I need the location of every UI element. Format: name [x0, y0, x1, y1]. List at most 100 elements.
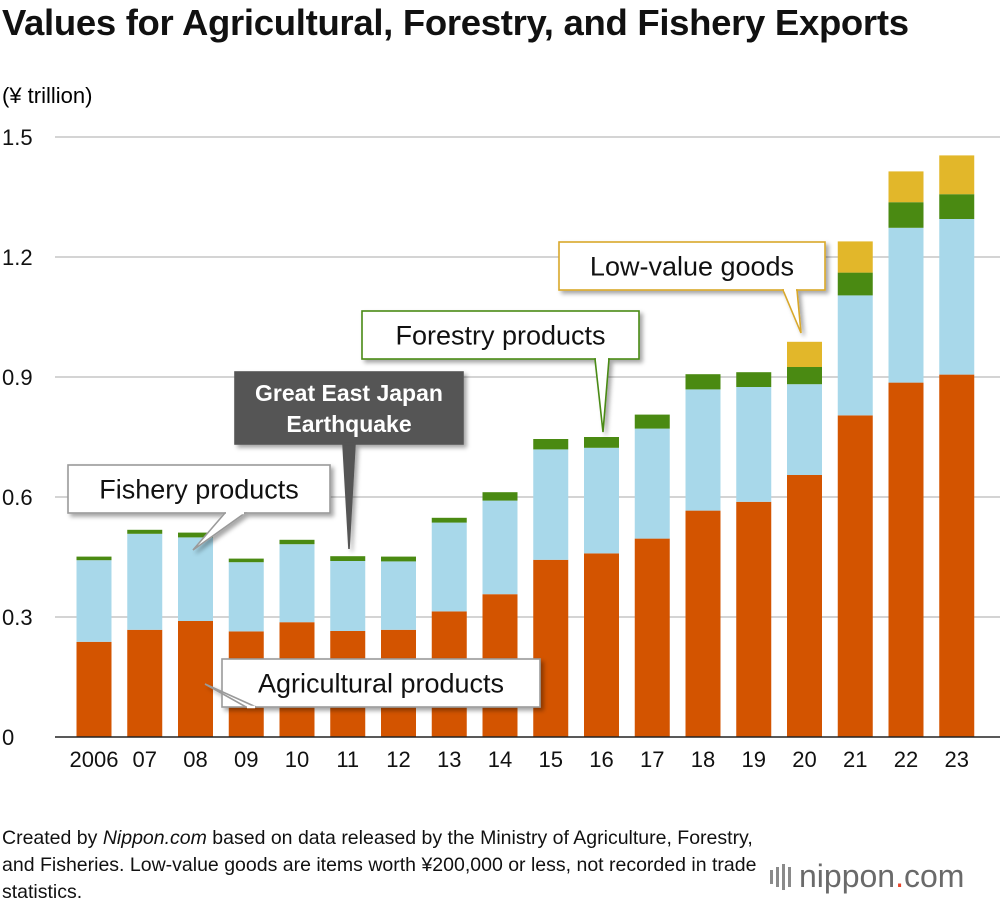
y-tick-label: 0.3	[2, 605, 33, 630]
annotation-lowvalue: Low-value goods	[558, 241, 826, 334]
chart-canvas: (¥ trillion) 0 0.3 0.6 0.9 1.2 1.5 2006 07 08 09…	[2, 83, 1000, 772]
x-tick-label: 13	[437, 747, 461, 772]
bar-agricultural-products-16	[584, 553, 619, 737]
annotation-text: Forestry products	[395, 321, 605, 351]
x-tick-labels: 2006 07 08 09 10 11 12 13 14 15 16 17 18 19 20 21 22 23	[70, 747, 969, 772]
x-tick-label: 14	[488, 747, 512, 772]
bar-fishery-products-11	[330, 561, 366, 631]
bar-forestry-products-14	[482, 492, 518, 501]
annotation-text: Earthquake	[286, 411, 411, 437]
bar-forestry-products-13	[431, 517, 467, 523]
y-tick-label: 1.2	[2, 245, 33, 270]
annotations: Agricultural products Fishery products For…	[67, 241, 826, 709]
annotation-pointer	[781, 289, 802, 334]
bar-agricultural-products-2006	[76, 641, 112, 737]
bar-agricultural-products-23	[939, 374, 975, 737]
bar-low-value-goods-20	[787, 341, 822, 367]
bar-agricultural-products-22	[888, 382, 924, 737]
bar-forestry-products-18	[685, 374, 721, 390]
bar-forestry-products-10	[279, 539, 315, 545]
bar-fishery-products-2006	[76, 560, 112, 642]
x-tick-label: 18	[691, 747, 715, 772]
y-tick-labels: 0 0.3 0.6 0.9 1.2 1.5	[2, 125, 33, 750]
bar-forestry-products-20	[787, 367, 822, 385]
bar-forestry-products-12	[381, 556, 416, 562]
bar-forestry-products-08	[178, 532, 213, 538]
bar-fishery-products-12	[381, 561, 416, 630]
bar-low-value-goods-21	[837, 241, 873, 273]
bar-forestry-products-22	[888, 202, 924, 228]
annotation-forest: Forestry products	[361, 310, 640, 433]
bar-forestry-products-16	[584, 437, 619, 448]
bar-fishery-products-19	[736, 387, 772, 502]
y-tick-label: 0.6	[2, 485, 33, 510]
bar-forestry-products-07	[127, 529, 163, 534]
nippon-logo: nippon. com	[770, 858, 964, 895]
bar-low-value-goods-23	[939, 155, 975, 195]
annotation-fish: Fishery products	[67, 464, 331, 551]
annotation-box	[558, 241, 826, 291]
y-tick-label: 1.5	[2, 125, 33, 150]
logo-dot: .	[895, 858, 904, 894]
bar-forestry-products-19	[736, 372, 772, 387]
bar-fishery-products-08	[178, 537, 213, 621]
bar-fishery-products-23	[939, 219, 975, 375]
bar-forestry-products-11	[330, 556, 366, 561]
x-tick-label: 15	[539, 747, 563, 772]
bar-agricultural-products-18	[685, 510, 721, 737]
bar-agricultural-products-17	[634, 538, 670, 737]
footer-note: Created by Nippon.com based on data rele…	[2, 825, 762, 906]
bar-agricultural-products-15	[533, 559, 569, 737]
bar-fishery-products-15	[533, 449, 569, 560]
logo-bars-icon	[770, 863, 791, 890]
x-tick-label: 12	[386, 747, 410, 772]
x-tick-label: 07	[133, 747, 157, 772]
x-tick-label: 11	[336, 747, 359, 772]
x-tick-label: 08	[183, 747, 207, 772]
bar-agricultural-products-07	[127, 629, 163, 737]
annotation-pointer	[594, 358, 610, 433]
bar-forestry-products-17	[634, 414, 670, 429]
bar-fishery-products-17	[634, 428, 670, 539]
x-tick-label: 19	[742, 747, 766, 772]
bar-forestry-products-21	[837, 272, 873, 296]
x-tick-label: 20	[792, 747, 816, 772]
bar-fishery-products-20	[787, 384, 822, 475]
bar-forestry-products-23	[939, 194, 975, 219]
footer-note-prefix: Created by	[2, 827, 103, 849]
x-tick-label: 10	[285, 747, 309, 772]
bar-forestry-products-15	[533, 439, 569, 450]
bar-agricultural-products-08	[178, 621, 213, 737]
x-tick-label: 23	[945, 747, 969, 772]
annotation-text: Agricultural products	[258, 669, 504, 699]
bar-fishery-products-09	[228, 562, 264, 632]
annotation-text: Great East Japan	[255, 380, 443, 406]
chart-title: Values for Agricultural, Forestry, and F…	[2, 2, 909, 43]
annotation-quake: Great East Japan Earthquake	[234, 371, 464, 550]
bar-fishery-products-21	[837, 295, 873, 416]
annotation-text: Low-value goods	[590, 252, 794, 282]
y-tick-label: 0	[2, 725, 14, 750]
x-tick-label: 09	[234, 747, 258, 772]
bar-fishery-products-18	[685, 389, 721, 511]
bar-fishery-products-10	[279, 544, 315, 623]
x-tick-label: 22	[894, 747, 918, 772]
bars	[76, 155, 975, 737]
bar-fishery-products-07	[127, 533, 163, 630]
bar-fishery-products-22	[888, 227, 924, 383]
bar-forestry-products-09	[228, 558, 264, 563]
y-tick-label: 0.9	[2, 365, 33, 390]
annotation-box	[221, 658, 541, 708]
annotation-text: Fishery products	[99, 475, 299, 505]
annotation-box	[67, 464, 331, 514]
bar-agricultural-products-21	[837, 415, 873, 737]
bar-fishery-products-14	[482, 500, 518, 595]
bar-agricultural-products-19	[736, 501, 772, 737]
bar-fishery-products-16	[584, 447, 619, 554]
footer-note-rest: based on data released by the Ministry o…	[2, 827, 757, 903]
bar-forestry-products-2006	[76, 556, 112, 561]
annotation-agri: Agricultural products	[204, 658, 541, 709]
bar-fishery-products-13	[431, 522, 467, 612]
x-tick-label: 2006	[70, 747, 119, 772]
bar-agricultural-products-20	[787, 475, 822, 737]
